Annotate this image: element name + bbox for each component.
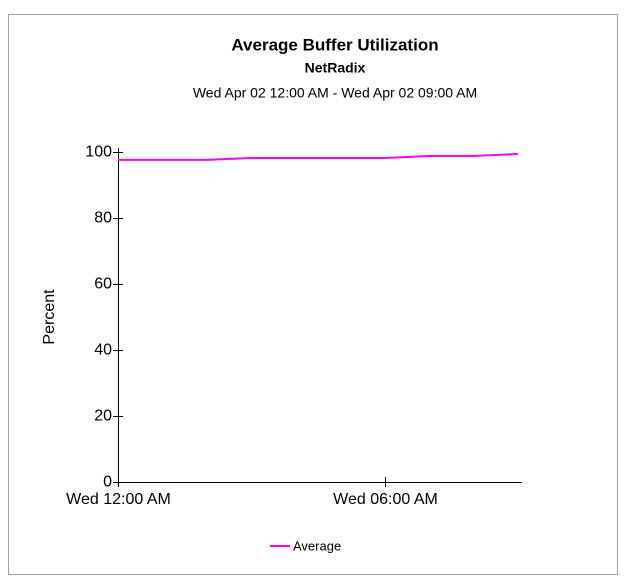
y-axis-label: Percent — [41, 289, 58, 345]
legend-label: Average — [293, 538, 341, 553]
x-tick-label: Wed 12:00 AM — [66, 491, 171, 508]
y-tick-label: 40 — [94, 342, 112, 359]
y-tick-label: 20 — [94, 408, 112, 425]
chart-subtitle: NetRadix — [305, 60, 366, 76]
line-series — [118, 152, 519, 161]
y-tick-label: 100 — [85, 144, 112, 161]
y-tick-label: 0 — [103, 474, 112, 491]
panel — [8, 14, 618, 575]
chart-title: Average Buffer Utilization — [231, 35, 438, 54]
date-range: Wed Apr 02 12:00 AM - Wed Apr 02 09:00 A… — [193, 85, 477, 101]
y-tick-label: 60 — [94, 276, 112, 293]
x-tick-label: Wed 06:00 AM — [333, 491, 438, 508]
y-tick-label: 80 — [94, 210, 112, 227]
